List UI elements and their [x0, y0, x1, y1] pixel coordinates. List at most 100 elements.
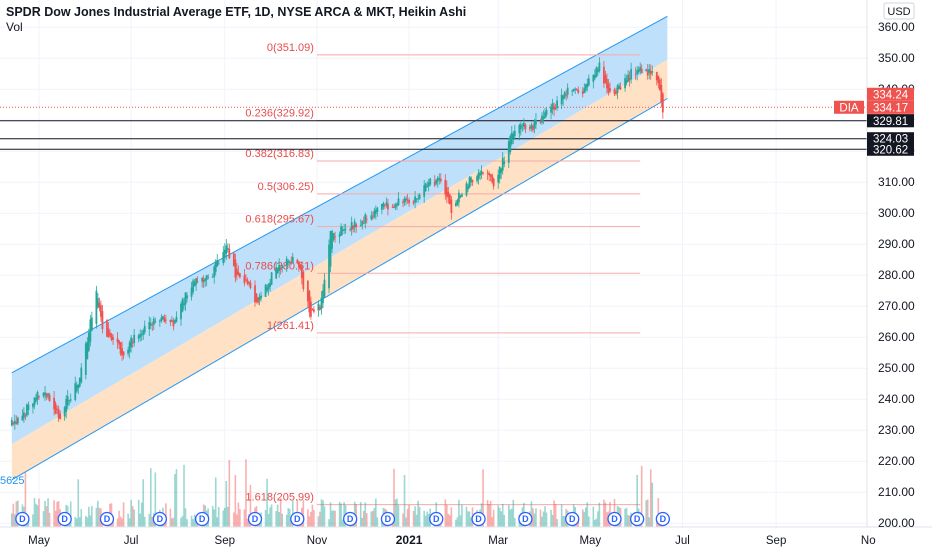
dividend-marker[interactable]: [343, 511, 358, 527]
candle-body: [403, 198, 406, 203]
candle-body: [130, 337, 133, 348]
candle-body: [539, 122, 542, 124]
fib-level-label: 1.618(205.99): [245, 492, 314, 504]
volume-bar: [501, 503, 504, 527]
candle-body: [22, 412, 25, 419]
candle-body: [598, 62, 601, 71]
price-axis-tick-label: 220.00: [878, 454, 915, 468]
candle-body: [285, 258, 288, 267]
volume-bar: [77, 479, 80, 527]
candle-body: [270, 272, 273, 285]
fib-level-label: 0.618(295.67): [245, 214, 314, 226]
volume-bar: [581, 509, 584, 527]
volume-bar: [458, 499, 460, 527]
dividend-marker[interactable]: [57, 511, 72, 527]
candle-body: [13, 420, 16, 424]
symbol-tag-text: DIA: [839, 102, 859, 114]
dividend-marker[interactable]: [565, 511, 580, 527]
dividend-marker[interactable]: [655, 511, 670, 527]
volume-bar: [625, 507, 628, 527]
volume-bar: [604, 502, 607, 527]
candle-body: [624, 78, 626, 89]
volume-bar: [328, 519, 330, 527]
candle-body: [438, 178, 441, 180]
candle-body: [566, 87, 569, 95]
candle-body: [448, 194, 451, 205]
dividend-marker-label: D: [569, 514, 576, 524]
candle-body: [97, 298, 99, 308]
volume-bar: [116, 518, 119, 527]
dividend-marker[interactable]: [99, 511, 115, 527]
candle-body: [243, 275, 246, 284]
candle-body: [98, 302, 101, 308]
candle-body: [59, 413, 62, 420]
candle-body: [408, 199, 410, 204]
dividend-marker[interactable]: [518, 511, 533, 527]
candle-body: [143, 325, 146, 333]
candle-body: [423, 185, 426, 197]
volume-bar: [372, 510, 374, 527]
candle-body: [394, 204, 397, 208]
dividend-marker[interactable]: [247, 511, 263, 527]
dividend-marker[interactable]: [471, 511, 486, 527]
dividend-marker[interactable]: [152, 511, 167, 527]
currency-badge[interactable]: [883, 2, 915, 20]
candle-body: [456, 199, 459, 205]
volume-bar: [319, 511, 321, 527]
time-axis-tick-label: May: [579, 535, 601, 547]
volume-bar: [228, 459, 231, 527]
time-axis[interactable]: May Jul Sep Nov 2021 Mar May Jul Sep No: [28, 533, 875, 547]
volume-bar: [172, 517, 175, 527]
dividend-marker[interactable]: [194, 511, 210, 527]
candle-body: [196, 281, 199, 283]
prev-close-tag: [867, 87, 914, 101]
candle-body: [275, 267, 278, 279]
volume-bar: [245, 459, 247, 527]
volume-bar: [500, 511, 503, 527]
candle-body: [418, 194, 421, 199]
dividend-marker[interactable]: [607, 511, 622, 527]
volume-bar: [214, 477, 217, 527]
candle-body: [563, 92, 566, 98]
candle-body: [586, 83, 589, 88]
candle-body: [266, 287, 268, 291]
volume-bar: [313, 510, 315, 527]
dividend-marker[interactable]: [290, 511, 305, 527]
volume-bar: [467, 511, 469, 527]
volume-bar: [597, 511, 599, 527]
dividend-marker[interactable]: [380, 511, 396, 527]
volume-bar: [331, 510, 333, 527]
volume-bar: [592, 506, 595, 527]
volume-bar: [586, 502, 589, 527]
volume-bar: [583, 511, 586, 527]
volume-bar: [447, 513, 450, 527]
candle-body: [615, 91, 617, 94]
dividend-marker[interactable]: [429, 511, 444, 527]
volume-bar: [112, 519, 114, 527]
fibonacci-retracement: 0(351.09) 0.236(329.92) 0.382(316.83) 0.5(3…: [245, 42, 641, 506]
candle-body: [471, 180, 474, 183]
candle-body: [604, 75, 607, 83]
volume-bar: [211, 505, 214, 527]
candle-body: [522, 122, 525, 127]
dividend-marker[interactable]: [15, 511, 30, 527]
candle-body: [112, 337, 114, 340]
candle-body: [258, 296, 261, 301]
candle-body: [121, 348, 123, 356]
candle-body: [216, 260, 219, 267]
channel-upper-zone: [11, 16, 668, 445]
candle-body: [637, 69, 640, 73]
volume-bar: [270, 504, 273, 527]
volume-bar: [91, 506, 93, 527]
volume-bar: [397, 505, 400, 527]
candle-body: [657, 76, 660, 84]
volume-bar: [213, 509, 216, 527]
dividend-marker[interactable]: [630, 511, 645, 527]
candle-body: [319, 307, 321, 311]
candle-body: [306, 280, 309, 302]
volume-bar: [302, 500, 305, 527]
candle-body: [606, 78, 608, 89]
fib-level-label: 1(261.41): [267, 320, 314, 332]
